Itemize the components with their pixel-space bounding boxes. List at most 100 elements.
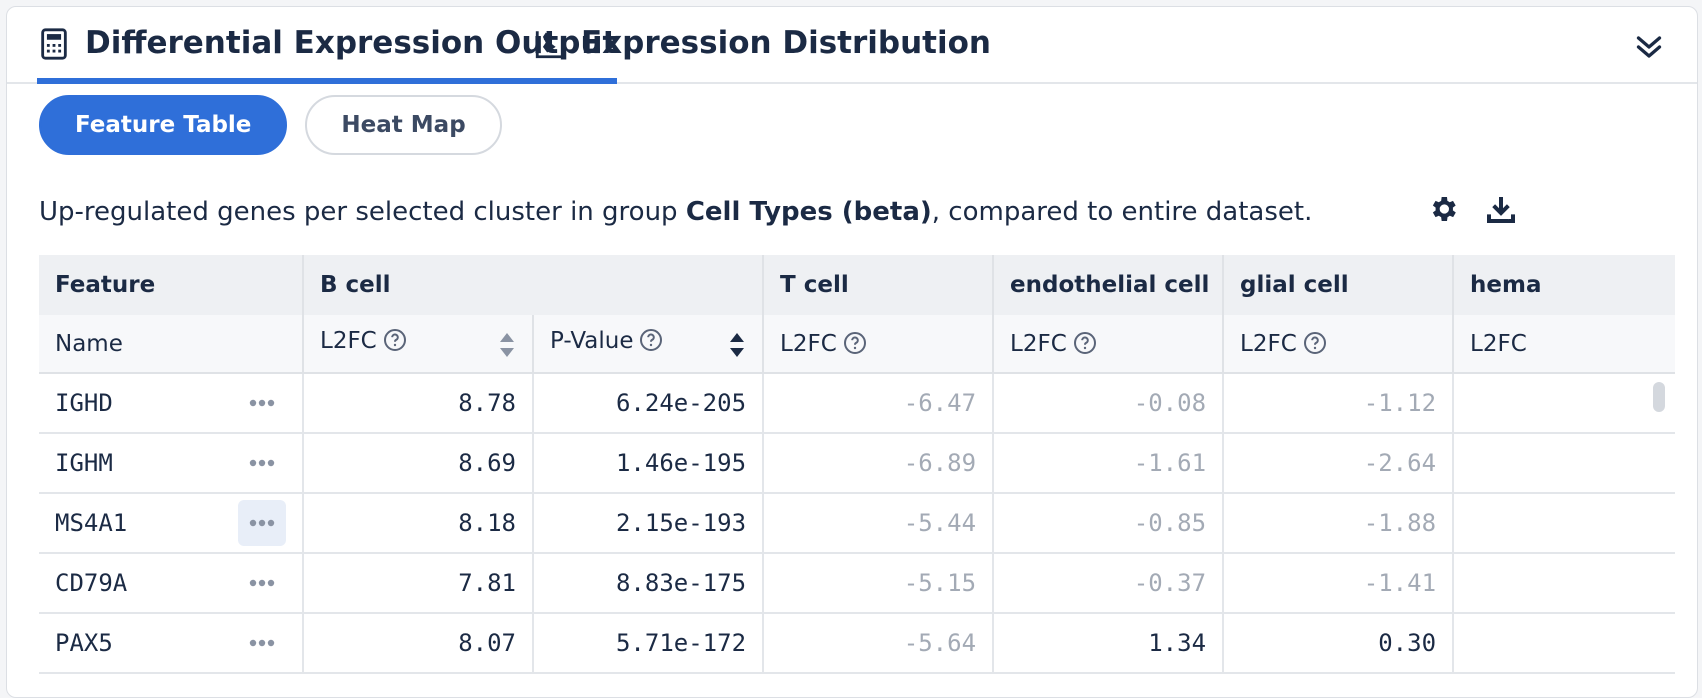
feature-table-button[interactable]: Feature Table [39, 95, 288, 155]
subheader-b-l2fc[interactable]: L2FC [303, 315, 534, 374]
glial-l2fc-cell: -2.64 [1223, 433, 1455, 494]
subheader-glial-l2fc: L2FC [1223, 315, 1455, 374]
subheader-b-pvalue[interactable]: P-Value [533, 315, 765, 374]
b-cell-l2fc-cell: 7.81 [303, 553, 534, 614]
table-scrollbar[interactable] [1653, 382, 1665, 412]
table-body: IGHD 8.78 6.24e-205 -6.47 -0.08 -1.12 IG… [39, 373, 1675, 674]
table-row: MS4A1 8.18 2.15e-193 -5.44 -0.85 -1.88 [39, 493, 1675, 554]
subheader-endo-l2fc: L2FC [993, 315, 1225, 374]
endothelial-l2fc-cell: -0.08 [993, 373, 1225, 434]
gene-name-cell: PAX5 [39, 613, 304, 674]
sort-ascending-icon[interactable] [728, 330, 746, 360]
header-feature: Feature [39, 255, 304, 315]
gene-name: IGHD [55, 389, 113, 417]
gene-name-cell: IGHM [39, 433, 304, 494]
t-cell-l2fc-cell: -6.89 [763, 433, 995, 494]
gene-name-cell: MS4A1 [39, 493, 304, 554]
more-options-icon[interactable] [238, 620, 286, 666]
table-description: Up-regulated genes per selected cluster … [39, 197, 1312, 227]
table-row: IGHM 8.69 1.46e-195 -6.89 -1.61 -2.64 [39, 433, 1675, 494]
table-row: IGHD 8.78 6.24e-205 -6.47 -0.08 -1.12 [39, 373, 1675, 434]
glial-l2fc-cell: 0.30 [1223, 613, 1455, 674]
subheader-t-l2fc: L2FC [763, 315, 995, 374]
help-icon[interactable] [843, 331, 867, 355]
endothelial-l2fc-cell: -0.37 [993, 553, 1225, 614]
gene-name-cell: IGHD [39, 373, 304, 434]
more-options-icon[interactable] [238, 380, 286, 426]
gene-name: PAX5 [55, 629, 113, 657]
hema-l2fc-cell [1453, 613, 1675, 674]
b-cell-l2fc-cell: 8.78 [303, 373, 534, 434]
subheader-name: Name [39, 315, 304, 374]
subheader-label: P-Value [550, 327, 634, 354]
more-options-icon[interactable] [238, 440, 286, 486]
glial-l2fc-cell: -1.88 [1223, 493, 1455, 554]
description-prefix: Up-regulated genes per selected cluster … [39, 197, 686, 227]
hema-l2fc-cell [1453, 433, 1675, 494]
tab-label: Expression Distribution [581, 25, 991, 61]
tab-differential-expression-output[interactable]: Differential Expression Output [37, 25, 618, 84]
more-options-icon[interactable] [238, 560, 286, 606]
subheader-hema-l2fc: L2FC [1453, 315, 1675, 374]
description-group: Cell Types (beta) [685, 197, 932, 227]
download-icon[interactable] [1485, 193, 1517, 225]
b-cell-l2fc-cell: 8.69 [303, 433, 534, 494]
header-endothelial-cell: endothelial cell [993, 255, 1225, 315]
table-row: CD79A 7.81 8.83e-175 -5.15 -0.37 -1.41 [39, 553, 1675, 614]
feature-table: Feature B cell T cell endothelial cell g… [39, 255, 1675, 695]
sort-icon[interactable] [498, 330, 516, 360]
b-cell-pvalue-cell: 2.15e-193 [533, 493, 765, 554]
header-b-cell: B cell [303, 255, 765, 315]
b-cell-l2fc-cell: 8.18 [303, 493, 534, 554]
calculator-icon [41, 28, 67, 60]
endothelial-l2fc-cell: 1.34 [993, 613, 1225, 674]
hema-l2fc-cell [1453, 553, 1675, 614]
more-options-icon[interactable] [238, 500, 286, 546]
subheader-label: L2FC [1010, 330, 1067, 357]
hema-l2fc-cell [1453, 373, 1675, 434]
gene-name: MS4A1 [55, 509, 128, 537]
gear-icon[interactable] [1427, 193, 1459, 225]
table-row: PAX5 8.07 5.71e-172 -5.64 1.34 0.30 [39, 613, 1675, 674]
gene-name: CD79A [55, 569, 128, 597]
deg-table: Feature B cell T cell endothelial cell g… [39, 255, 1675, 674]
help-icon[interactable] [1073, 331, 1097, 355]
t-cell-l2fc-cell: -6.47 [763, 373, 995, 434]
tab-expression-distribution[interactable]: Expression Distribution [533, 25, 991, 82]
hema-l2fc-cell [1453, 493, 1675, 554]
glial-l2fc-cell: -1.12 [1223, 373, 1455, 434]
subheader-label: Name [55, 330, 123, 357]
distribution-chart-icon [535, 31, 563, 59]
b-cell-pvalue-cell: 5.71e-172 [533, 613, 765, 674]
t-cell-l2fc-cell: -5.15 [763, 553, 995, 614]
description-suffix: , compared to entire dataset. [931, 197, 1313, 227]
glial-l2fc-cell: -1.41 [1223, 553, 1455, 614]
tab-bar: Differential Expression Output Expressio… [7, 7, 1697, 84]
help-icon[interactable] [639, 328, 663, 352]
group-header-row: Feature B cell T cell endothelial cell g… [39, 255, 1675, 315]
header-glial-cell: glial cell [1223, 255, 1455, 315]
help-icon[interactable] [1303, 331, 1327, 355]
gene-name: IGHM [55, 449, 113, 477]
header-t-cell: T cell [763, 255, 995, 315]
sub-header-row: Name L2FC P-Value L2FC L2FC L2FC L2FC [39, 315, 1675, 374]
b-cell-l2fc-cell: 8.07 [303, 613, 534, 674]
view-toggle: Feature Table Heat Map [39, 95, 502, 155]
double-chevron-down-icon[interactable] [1631, 29, 1667, 65]
differential-expression-panel: Differential Expression Output Expressio… [6, 6, 1698, 698]
subheader-label: L2FC [1470, 330, 1527, 357]
t-cell-l2fc-cell: -5.44 [763, 493, 995, 554]
subheader-label: L2FC [780, 330, 837, 357]
b-cell-pvalue-cell: 1.46e-195 [533, 433, 765, 494]
help-icon[interactable] [383, 328, 407, 352]
gene-name-cell: CD79A [39, 553, 304, 614]
endothelial-l2fc-cell: -1.61 [993, 433, 1225, 494]
header-hema: hema [1453, 255, 1675, 315]
subheader-label: L2FC [1240, 330, 1297, 357]
b-cell-pvalue-cell: 8.83e-175 [533, 553, 765, 614]
heat-map-button[interactable]: Heat Map [305, 95, 502, 155]
endothelial-l2fc-cell: -0.85 [993, 493, 1225, 554]
subheader-label: L2FC [320, 327, 377, 354]
t-cell-l2fc-cell: -5.64 [763, 613, 995, 674]
b-cell-pvalue-cell: 6.24e-205 [533, 373, 765, 434]
